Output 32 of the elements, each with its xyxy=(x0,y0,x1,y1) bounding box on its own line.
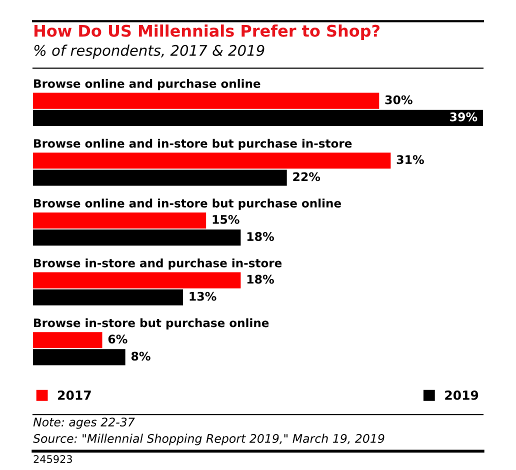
data-label: 31% xyxy=(396,155,424,164)
bar xyxy=(33,212,206,229)
bar xyxy=(33,152,391,169)
text: 245923 xyxy=(34,455,72,464)
source-note: Source: "Millennial Shopping Report 2019," March 19, 2019 xyxy=(33,434,384,446)
bar xyxy=(33,230,241,246)
y-tick-label: Browse in-store but purchase online xyxy=(34,318,269,330)
y-tick-label: Browse online and in-store but purchase in-store xyxy=(34,138,352,150)
y-tick-label: Browse online and in-store but purchase online xyxy=(34,198,341,210)
bar xyxy=(33,332,102,348)
data-label: 13% xyxy=(190,292,216,301)
chart-title: How Do US Millennials Prefer to Shop? xyxy=(34,24,380,40)
bar xyxy=(33,349,126,366)
data-label: 30% xyxy=(385,95,412,104)
data-label: 39% xyxy=(450,112,478,122)
data-label: 18% xyxy=(247,232,274,241)
data-label: 22% xyxy=(293,172,320,182)
data-label: 6% xyxy=(108,334,128,344)
bar xyxy=(33,170,287,186)
legend-label: 2019 xyxy=(445,390,478,400)
bar xyxy=(33,272,241,288)
y-tick-label: Browse online and purchase online xyxy=(34,79,260,90)
data-label: 15% xyxy=(212,214,240,224)
data-label: 8% xyxy=(131,352,150,361)
chart-subtitle: % of respondents, 2017 & 2019 xyxy=(34,44,264,59)
y-tick-label: Browse in-store and purchase in-store xyxy=(34,258,282,270)
bar xyxy=(33,110,483,126)
legend-label: 2017 xyxy=(58,390,91,400)
data-label: 18% xyxy=(247,274,274,284)
bar xyxy=(33,289,184,306)
text: Note: ages 22-37 xyxy=(33,418,135,429)
bar xyxy=(33,92,380,109)
